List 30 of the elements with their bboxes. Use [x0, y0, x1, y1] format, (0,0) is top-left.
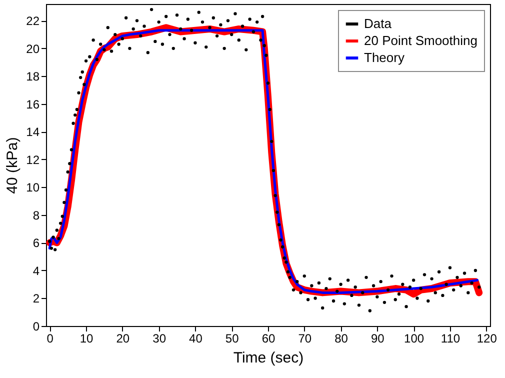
y-tick-label: 2: [32, 292, 40, 306]
x-tick-label: 100: [404, 332, 424, 346]
x-tick-label: 90: [371, 332, 385, 346]
x-tick-label: 0: [46, 332, 54, 346]
y-tick-label: 14: [26, 125, 40, 140]
x-tick-label: 80: [334, 332, 348, 346]
y-tick-label: 12: [26, 152, 40, 167]
y-tick-label: 18: [26, 70, 40, 84]
y-tick-label: 10: [26, 180, 40, 195]
y-tick-label: 8: [32, 208, 40, 222]
y-tick-label: 22: [26, 14, 40, 28]
legend-label: 20 Point Smoothing: [364, 33, 478, 48]
x-tick-label: 70: [298, 332, 312, 346]
x-tick-label: 60: [262, 332, 276, 346]
x-tick-label: 120: [476, 332, 498, 346]
x-tick-label: 10: [80, 332, 94, 346]
legend-label: Data: [364, 16, 392, 31]
y-tick-label: 4: [32, 264, 40, 278]
y-tick-label: 0: [32, 320, 40, 334]
x-tick-label: 110: [440, 332, 460, 346]
y-axis-title: 40 (kPa): [4, 137, 22, 194]
y-tick-label: 16: [26, 97, 40, 112]
x-tick-label: 40: [189, 332, 203, 346]
x-axis-title: Time (sec): [233, 350, 304, 366]
y-tick-label: 20: [26, 42, 40, 56]
legend-label: Theory: [364, 50, 405, 65]
y-tick-label: 6: [32, 236, 40, 250]
x-tick-label: 30: [152, 332, 166, 346]
x-tick-label: 20: [116, 332, 130, 346]
x-tick-label: 50: [225, 332, 240, 346]
